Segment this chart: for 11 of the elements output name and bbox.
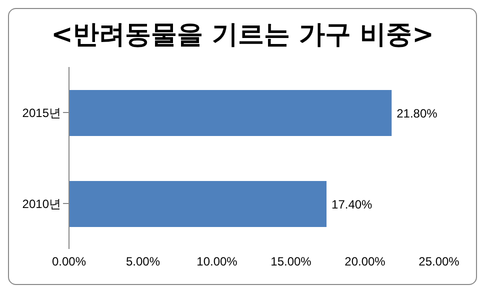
- chart-title: <반려동물을 기르는 가구 비중>: [50, 19, 435, 52]
- x-tick-label: 20.00%: [344, 254, 386, 269]
- y-tick-label: 2010년: [22, 196, 61, 211]
- x-tick-label: 15.00%: [270, 254, 312, 269]
- x-tick-label: 10.00%: [196, 254, 238, 269]
- data-label: 17.40%: [332, 197, 373, 212]
- x-tick-label: 0.00%: [52, 254, 86, 269]
- x-tick-label: 25.00%: [418, 254, 460, 269]
- x-tick-label: 5.00%: [126, 254, 160, 269]
- data-label: 21.80%: [396, 106, 438, 120]
- y-tick-label: 2015년: [22, 106, 61, 120]
